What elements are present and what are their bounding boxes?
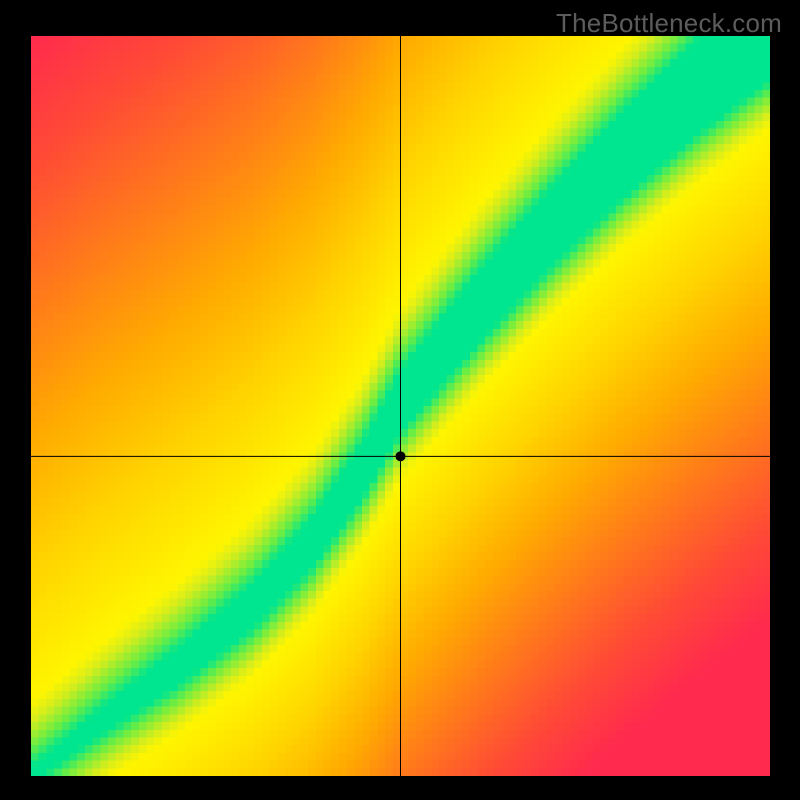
crosshair-overlay [0,0,800,800]
bottleneck-heatmap-figure: TheBottleneck.com [0,0,800,800]
watermark-text: TheBottleneck.com [556,8,782,39]
